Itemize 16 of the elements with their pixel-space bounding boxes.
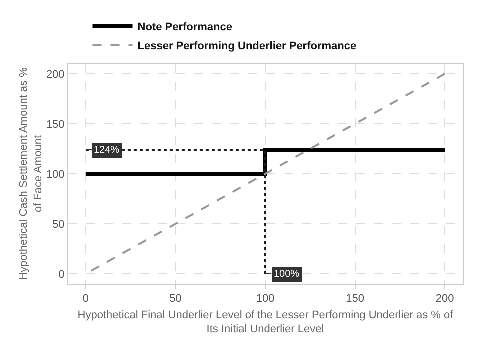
y-tick-label: 50 — [52, 218, 65, 231]
y-tick-label: 200 — [46, 68, 65, 81]
x-tick-label: 100 — [256, 293, 275, 306]
y-tick-label: 150 — [46, 118, 65, 131]
x-tick-label: 50 — [170, 293, 182, 306]
legend-label: Lesser Performing Underlier Performance — [138, 40, 357, 52]
x-axis-title: Hypothetical Final Underlier Level of the Lesser Performing Underlier as % of Its Initial Underlier Level — [78, 309, 454, 336]
annotation: 100% — [274, 269, 300, 280]
legend-label: Note Performance — [138, 21, 233, 34]
y-tick-label: 100 — [46, 168, 65, 181]
x-tick-label: 0 — [82, 293, 90, 306]
y-tick-label: 0 — [58, 268, 65, 281]
x-tick-label: 150 — [346, 293, 364, 306]
annotation: 124% — [94, 145, 120, 156]
x-tick-label: 200 — [436, 293, 454, 306]
y-axis-title: Hypothetical Cash Settlement Amount as % of Face Amount — [18, 67, 44, 280]
